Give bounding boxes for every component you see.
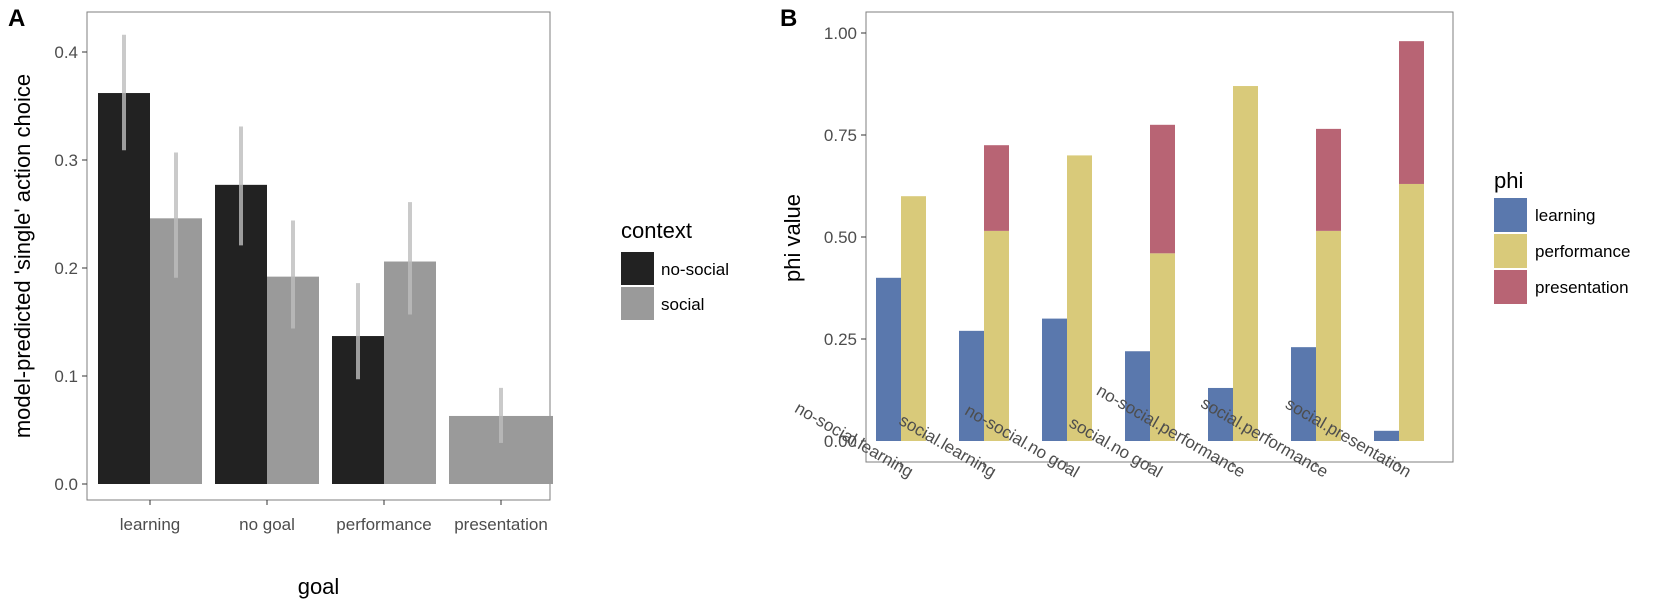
y-tick-label: 0.75 — [824, 126, 857, 145]
legend-title: phi — [1494, 168, 1523, 193]
bar-performance-social.presentation — [1399, 183, 1424, 441]
legend-swatch-learning — [1494, 198, 1527, 232]
legend-label-performance: performance — [1535, 242, 1630, 261]
bar-learning-social.learning — [959, 330, 984, 441]
bar-presentation-social.performance — [1316, 128, 1341, 231]
bar-no-social-learning — [98, 93, 150, 484]
y-tick-label: 0.4 — [54, 43, 78, 62]
panel-a-frame — [86, 11, 551, 501]
y-tick-label: 0.00 — [824, 432, 857, 451]
legend-title: context — [621, 218, 692, 243]
legend-swatch-no-social — [621, 252, 654, 285]
y-tick-label: 0.2 — [54, 259, 78, 278]
legend-label-no-social: no-social — [661, 260, 729, 279]
panel-a-label: A — [8, 5, 25, 32]
bar-performance-no-social.performance — [1233, 86, 1258, 441]
legend-swatch-presentation — [1494, 270, 1527, 304]
legend-swatch-social — [621, 287, 654, 320]
legend-label-social: social — [661, 295, 704, 314]
bar-presentation-social.presentation — [1399, 41, 1424, 184]
legend-swatch-performance — [1494, 234, 1527, 268]
x-axis-title: goal — [298, 574, 340, 599]
x-tick-label: learning — [120, 515, 181, 534]
x-tick-label: no goal — [239, 515, 295, 534]
x-tick-label: performance — [336, 515, 431, 534]
y-tick-label: 0.3 — [54, 151, 78, 170]
bar-performance-no-social.learning — [901, 196, 926, 441]
bar-presentation-social.no goal — [1150, 124, 1175, 254]
legend-label-presentation: presentation — [1535, 278, 1629, 297]
panel-b-label: B — [780, 5, 797, 32]
y-tick-label: 0.1 — [54, 367, 78, 386]
bar-learning-social.no goal — [1125, 351, 1150, 441]
legend-label-learning: learning — [1535, 206, 1596, 225]
y-tick-label: 1.00 — [824, 24, 857, 43]
bar-presentation-social.learning — [984, 145, 1009, 231]
x-tick-label: presentation — [454, 515, 548, 534]
bar-performance-social.no goal — [1150, 253, 1175, 441]
y-axis-title: phi value — [780, 194, 805, 282]
bar-learning-no-social.learning — [876, 277, 901, 441]
bar-performance-no-social.no goal — [1067, 155, 1092, 441]
bar-performance-social.learning — [984, 230, 1009, 441]
y-tick-label: 0.0 — [54, 475, 78, 494]
y-tick-label: 0.25 — [824, 330, 857, 349]
y-tick-label: 0.50 — [824, 228, 857, 247]
bar-learning-no-social.no goal — [1042, 318, 1067, 441]
y-axis-title: model-predicted 'single' action choice — [10, 74, 35, 438]
bar-performance-social.performance — [1316, 230, 1341, 441]
bar-learning-social.performance — [1291, 347, 1316, 441]
bar-learning-no-social.performance — [1208, 387, 1233, 441]
bar-learning-social.presentation — [1374, 430, 1399, 441]
